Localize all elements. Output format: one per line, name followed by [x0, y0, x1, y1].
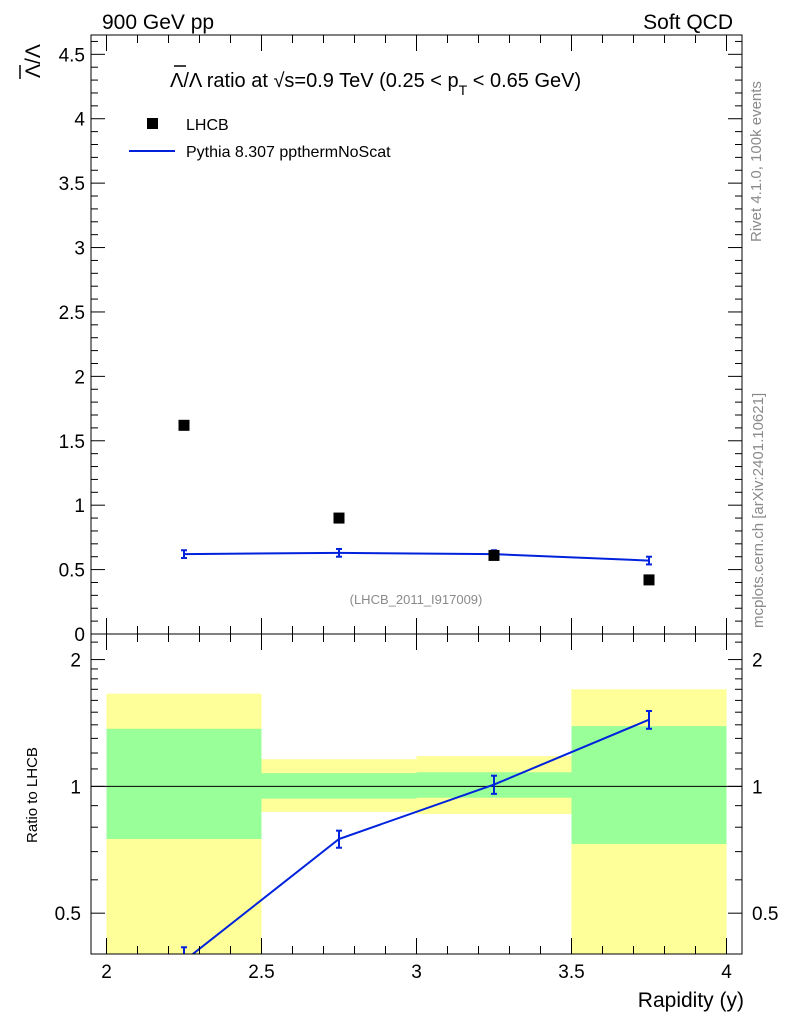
y-tick-label: 4.5 [59, 45, 85, 66]
ratio-mc-series [181, 709, 652, 954]
chart-title: Λ/Λ ratio at √s=0.9 TeV (0.25 < pT < 0.6… [170, 65, 581, 98]
data-series [178, 419, 655, 586]
main-x-ticks [106, 35, 727, 634]
mc-line [183, 551, 650, 562]
y-tick-label: 2.5 [59, 303, 85, 324]
title-lambda-bar: Λ [170, 70, 184, 92]
data-point [488, 549, 500, 561]
svg-text:Λ/Λ: Λ/Λ [22, 44, 45, 78]
title-slash-lambda: /Λ [183, 70, 203, 92]
title-tail: < 0.65 GeV) [467, 70, 581, 92]
main-y-label: Λ/Λ [19, 44, 45, 79]
ylabel-slash-lambda: /Λ [22, 44, 45, 64]
ratio-y-tick-label-right: 1 [752, 777, 763, 798]
y-tick-label: 2 [74, 367, 85, 388]
y-tick-label: 1 [74, 496, 85, 517]
ratio-y-tick-label-right: 2 [752, 651, 763, 672]
ratio-y-tick-label: 0.5 [55, 904, 81, 925]
main-y-axis: 0 0.5 1 1.5 2 2.5 3 3.5 4 4.5 [59, 40, 742, 646]
x-tick-label: 2.5 [248, 962, 274, 983]
ratio-y-label: Ratio to LHCB [24, 747, 41, 843]
ratio-bands [106, 689, 727, 954]
ratio-y-tick-label-right: 0.5 [752, 904, 778, 925]
rivet-label: Rivet 4.1.0, 100k events [748, 81, 765, 242]
ratio-band-inner [106, 728, 262, 840]
ratio-mc-line [191, 718, 650, 954]
ratio-y-axis: 0.5 0.5 1 1 2 2 [55, 641, 778, 925]
mc-series [181, 547, 652, 566]
x-tick-label: 3 [411, 962, 422, 983]
y-tick-label: 3.5 [59, 174, 85, 195]
data-point [643, 574, 655, 586]
data-point [333, 512, 345, 524]
ratio-band-inner [571, 726, 727, 844]
data-point [178, 419, 190, 431]
ylabel-lambda-bar: Λ [22, 64, 45, 78]
mcplots-label: mcplots.cern.ch [arXiv:2401.10621] [750, 393, 767, 628]
legend: LHCB Pythia 8.307 ppthermNoScat [129, 117, 391, 161]
ratio-y-tick-label: 2 [70, 651, 81, 672]
x-tick-label: 3.5 [558, 962, 584, 983]
x-tick-label: 2 [101, 962, 112, 983]
y-tick-label: 1.5 [59, 432, 85, 453]
analysis-label: (LHCB_2011_I917009) [350, 592, 483, 607]
x-tick-label: 4 [721, 962, 732, 983]
x-axis-label: Rapidity (y) [638, 989, 744, 1012]
title-ratio-at: ratio at [201, 70, 273, 92]
svg-text:Λ/Λ ratio at √s=0.9 TeV (0.25: Λ/Λ ratio at √s=0.9 TeV (0.25 < pT < 0.6… [170, 70, 581, 98]
y-tick-label: 4 [74, 110, 85, 131]
ratio-y-tick-label: 1 [70, 777, 81, 798]
title-energy: =0.9 TeV (0.25 < p [294, 70, 458, 92]
legend-mc-label: Pythia 8.307 ppthermNoScat [186, 144, 391, 161]
header-right-label: Soft QCD [643, 11, 733, 34]
y-tick-label: 0 [74, 625, 85, 646]
y-tick-label: 3 [74, 239, 85, 260]
legend-data-label: LHCB [186, 117, 229, 134]
legend-data-marker [147, 118, 158, 129]
ratio-x-axis: 2 2.5 3 3.5 4 [101, 634, 732, 983]
y-tick-label: 0.5 [59, 561, 85, 582]
title-subscript-t: T [459, 82, 468, 98]
header-left-label: 900 GeV pp [102, 11, 214, 34]
title-sqrt-s: √s [273, 70, 294, 92]
